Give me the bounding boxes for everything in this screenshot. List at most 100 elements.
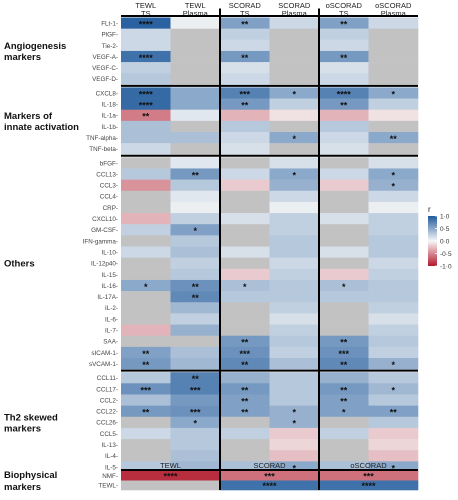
heatmap-cell: [170, 257, 221, 270]
significance-stars: ***: [239, 349, 250, 359]
heatmap-cell: [368, 358, 419, 370]
heatmap-cell: [269, 394, 320, 406]
legend-title: r: [428, 205, 431, 214]
legend-tick-label: 1·0: [440, 214, 450, 221]
heatmap-cell: [269, 335, 320, 348]
heatmap-cell: [269, 416, 320, 429]
significance-stars: ****: [337, 89, 352, 99]
heatmap-cell: [368, 17, 419, 29]
row-label: CCL26-: [96, 420, 118, 427]
heatmap-cell: [319, 257, 369, 270]
heatmap-cell: [220, 224, 270, 236]
row-label: IL-10-: [102, 249, 118, 256]
heatmap-cell: [368, 168, 419, 180]
significance-stars: **: [142, 112, 150, 122]
heatmap-cell: [319, 190, 369, 203]
heatmap-cell: [170, 157, 221, 169]
heatmap-cell: [170, 120, 221, 133]
significance-stars: **: [340, 53, 348, 63]
bio-row-label: TEWL-: [98, 483, 118, 490]
heatmap-cell: [121, 279, 171, 292]
heatmap-cell: [319, 168, 369, 180]
heatmap-cell: [220, 235, 270, 247]
row-label: IL-13-: [102, 442, 118, 449]
heatmap-cell: [220, 324, 270, 336]
heatmap-cell: [269, 383, 320, 395]
significance-stars: **: [340, 101, 348, 111]
heatmap-cell: [319, 427, 369, 440]
heatmap-cell: [220, 383, 270, 395]
heatmap-cell: [170, 246, 221, 258]
heatmap-cell: [319, 279, 369, 292]
heatmap-cell: [170, 335, 221, 348]
heatmap-cell: [170, 62, 221, 74]
row-label: VEGF-A-: [92, 54, 118, 61]
bio-heatmap-cell: [319, 471, 419, 481]
heatmap-cell: [368, 291, 419, 303]
column-header-line2: Plasma: [183, 9, 209, 18]
heatmap-cell: [170, 383, 221, 395]
significance-stars: *: [193, 419, 197, 429]
row-label: IL-1a-: [102, 113, 118, 120]
column-header-line2: TS: [339, 9, 349, 18]
heatmap-cell: [269, 179, 320, 192]
heatmap-cell: [368, 201, 419, 214]
heatmap-cell: [368, 143, 419, 155]
heatmap-cell: [368, 394, 419, 406]
heatmap-cell: [220, 120, 270, 133]
heatmap-cell: [368, 98, 419, 110]
group-label: Angiogenesis: [4, 41, 66, 52]
significance-stars: *: [292, 89, 296, 99]
row-label: IL-4-: [105, 453, 118, 460]
significance-stars: **: [241, 360, 249, 370]
heatmap-cell: [269, 190, 320, 203]
heatmap-cell: [220, 109, 270, 122]
heatmap-cell: [319, 358, 369, 370]
heatmap-cell: [170, 224, 221, 236]
row-label: IL-1b-: [102, 124, 118, 131]
heatmap-cell: [269, 324, 320, 336]
heatmap-cell: [319, 372, 369, 384]
heatmap-cell: [170, 179, 221, 192]
row-label: CRP-: [103, 205, 118, 212]
heatmap-cell: [269, 201, 320, 214]
heatmap-cell: [121, 201, 171, 214]
heatmap-cell: [121, 405, 171, 418]
heatmap-cell: [220, 372, 270, 384]
heatmap-cell: [319, 143, 369, 155]
significance-stars: *: [243, 282, 247, 292]
heatmap-cell: [319, 291, 369, 303]
heatmap-cell: [319, 213, 369, 225]
significance-stars: *: [391, 360, 395, 370]
group-label: Markers of: [4, 111, 53, 122]
heatmap-cell: [319, 201, 369, 214]
heatmap-cell: [121, 109, 171, 122]
row-label: IL-16-: [102, 283, 118, 290]
heatmap-cell: [269, 73, 320, 85]
heatmap-cell: [319, 235, 369, 247]
heatmap-cell: [121, 291, 171, 303]
heatmap-cell: [368, 28, 419, 41]
heatmap-cell: [220, 427, 270, 440]
significance-stars: **: [241, 101, 249, 111]
heatmap-cell: [319, 335, 369, 348]
row-label: sICAM-1-: [91, 350, 118, 357]
heatmap-cell: [220, 358, 270, 370]
significance-stars: ****: [139, 19, 154, 29]
heatmap-cell: [220, 246, 270, 258]
heatmap-cell: [319, 120, 369, 133]
significance-stars: ****: [139, 101, 154, 111]
heatmap-cell: [170, 17, 221, 29]
significance-stars: ***: [239, 89, 250, 99]
significance-stars: **: [390, 408, 398, 418]
significance-stars: **: [241, 53, 249, 63]
row-label: IL-18-: [102, 102, 118, 109]
heatmap-cell: [170, 213, 221, 225]
heatmap-cell: [269, 157, 320, 169]
heatmap-cell: [220, 143, 270, 155]
heatmap-cell: [121, 143, 171, 155]
significance-stars: **: [241, 338, 249, 348]
significance-stars: *: [292, 134, 296, 144]
heatmap-cell: [170, 372, 221, 384]
row-label: CXCL8-: [96, 90, 118, 97]
